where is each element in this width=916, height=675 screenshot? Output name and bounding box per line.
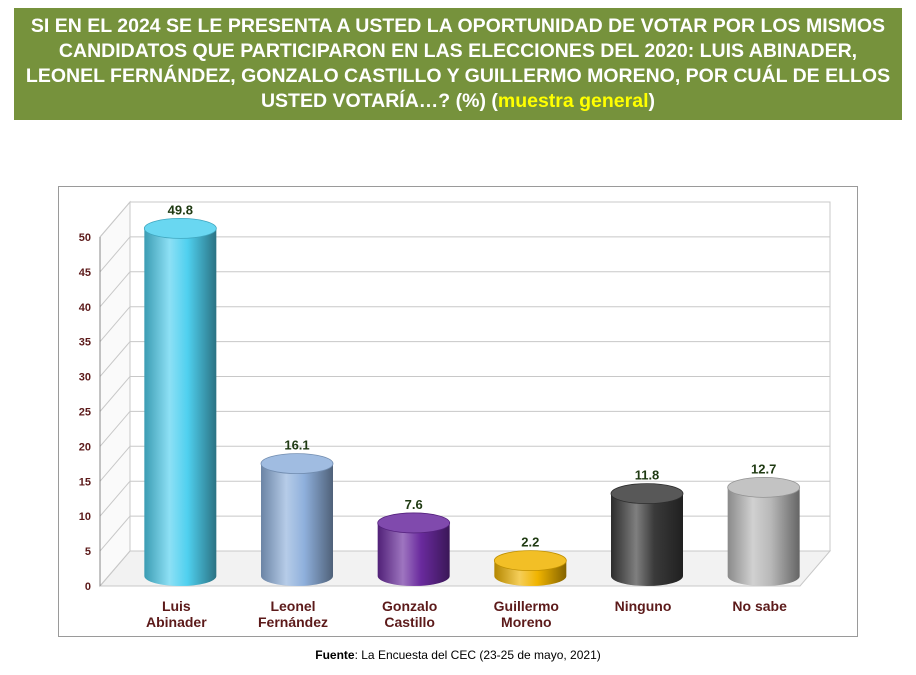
title-close-text: )	[648, 90, 656, 112]
y-tick-label: 5	[85, 546, 91, 558]
source-text: : La Encuesta del CEC (23-25 de mayo, 20…	[354, 648, 601, 662]
x-category-label: Guillermo	[494, 598, 559, 614]
source-note: Fuente: La Encuesta del CEC (23-25 de ma…	[0, 648, 916, 662]
gridline	[99, 201, 830, 238]
x-category-label: Fernández	[258, 614, 328, 630]
y-tick-label: 45	[79, 267, 91, 279]
y-tick-label: 0	[85, 581, 91, 593]
gridline	[99, 410, 830, 447]
bar-value-label: 7.6	[405, 497, 423, 512]
bar-top	[493, 550, 567, 572]
x-category-label: Ninguno	[615, 598, 672, 614]
bar	[610, 483, 684, 586]
bar-body	[144, 228, 217, 586]
title-main-text: SI EN EL 2024 SE LE PRESENTA A USTED LA …	[25, 15, 891, 112]
x-category-label: Moreno	[501, 614, 552, 630]
x-category-label: No sabe	[732, 598, 787, 614]
x-category-label: Castillo	[384, 614, 435, 630]
x-category-label: Gonzalo	[382, 598, 437, 614]
y-tick-label: 10	[79, 511, 91, 523]
y-tick-label: 20	[79, 441, 91, 453]
bar-top	[377, 512, 451, 534]
bar	[493, 550, 567, 586]
bar-top	[727, 476, 801, 498]
bar-top	[610, 483, 684, 505]
bar-value-label: 11.8	[635, 468, 660, 483]
gridline	[99, 376, 830, 412]
bar-body	[377, 522, 450, 586]
bar	[727, 476, 801, 586]
y-tick-label: 15	[79, 476, 91, 488]
bar-value-label: 2.2	[521, 535, 539, 550]
y-tick-label: 25	[79, 407, 91, 419]
bar-top	[260, 453, 334, 475]
bar-body	[727, 487, 800, 586]
bar-body	[261, 463, 333, 586]
y-tick-label: 50	[79, 232, 91, 244]
y-tick-label: 40	[79, 302, 91, 314]
bar	[377, 512, 451, 586]
title-highlight-text: muestra general	[497, 90, 649, 112]
gridline	[99, 236, 830, 273]
gridline	[99, 306, 830, 343]
bar-value-label: 12.7	[751, 461, 776, 476]
bar-value-label: 16.1	[284, 438, 309, 453]
bar	[260, 453, 334, 586]
x-category-label: Luis	[162, 598, 191, 614]
bar-top	[143, 217, 217, 239]
y-tick-label: 30	[79, 372, 91, 384]
source-label: Fuente	[315, 648, 355, 662]
bar-value-label: 49.8	[168, 202, 193, 217]
x-category-label: Leonel	[270, 598, 315, 614]
gridline	[99, 341, 830, 377]
gridline	[99, 550, 830, 587]
x-category-label: Abinader	[146, 614, 207, 630]
bar	[143, 217, 217, 586]
gridline	[99, 271, 830, 308]
gridline	[99, 480, 830, 517]
y-tick-label: 35	[79, 337, 91, 349]
gridline	[99, 445, 830, 482]
chart-title: SI EN EL 2024 SE LE PRESENTA A USTED LA …	[14, 8, 902, 120]
bar-body	[611, 493, 683, 586]
gridline	[99, 515, 830, 552]
